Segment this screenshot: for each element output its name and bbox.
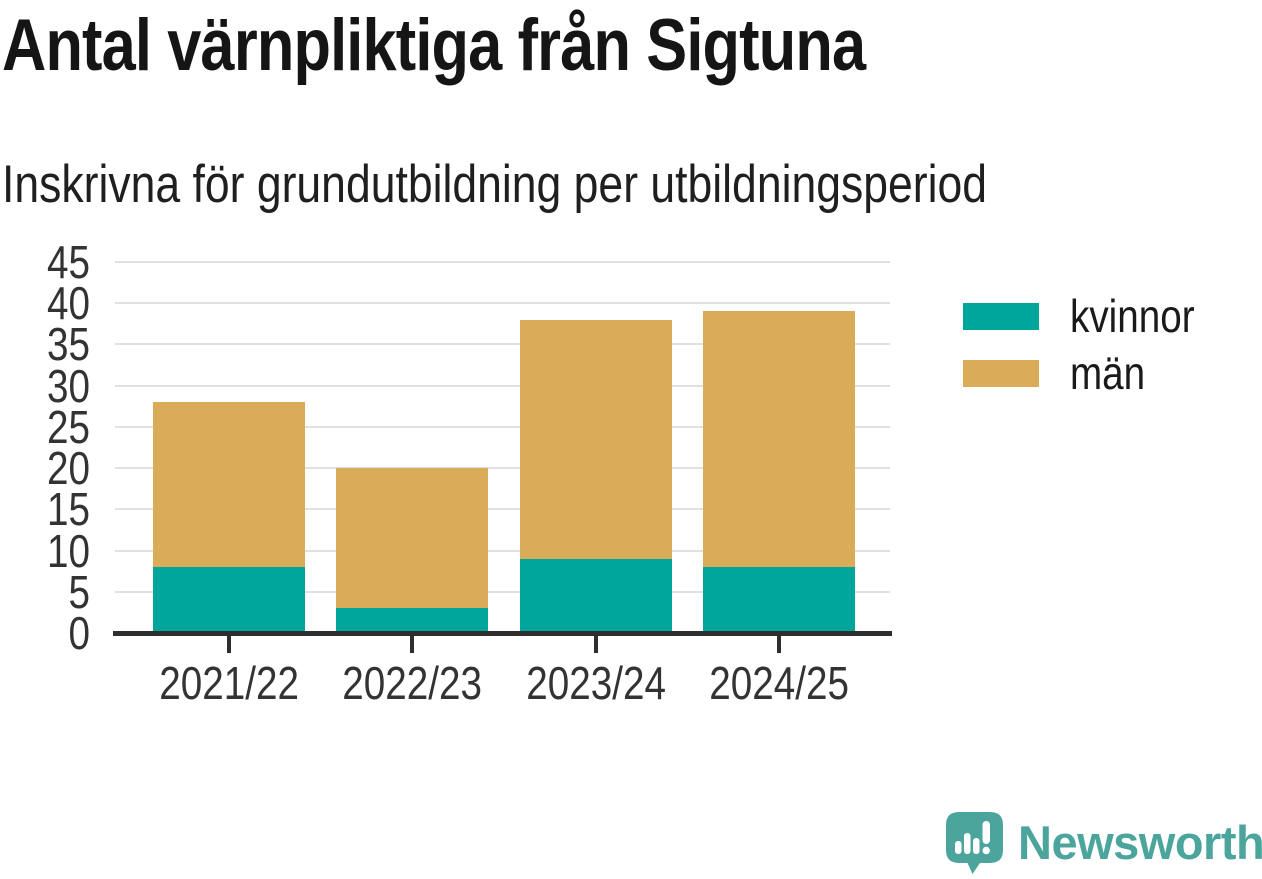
x-axis-label-2023/24: 2023/24 <box>504 660 688 706</box>
newsworthy-logo-icon <box>946 812 1003 874</box>
newsworthy-logo-text: Newsworthy <box>1018 816 1262 869</box>
y-axis-label-0: 0 <box>0 610 90 656</box>
legend-swatch-kvinnor <box>963 303 1039 330</box>
bar-segment-män-2023/24 <box>519 319 672 559</box>
legend-label-text: kvinnor <box>1070 290 1195 342</box>
x-axis-tick-2022/23 <box>410 636 415 653</box>
x-axis-label-2022/23: 2022/23 <box>320 660 504 706</box>
gridline-10 <box>115 549 890 552</box>
x-axis-tick-2021/22 <box>227 636 231 653</box>
x-axis-label-text: 2021/22 <box>159 657 299 709</box>
gridline-25 <box>115 425 890 428</box>
y-axis-label-5: 5 <box>0 569 90 615</box>
gridline-45 <box>115 261 890 263</box>
x-axis-tick-2023/24 <box>593 636 598 653</box>
y-axis-label-text: 35 <box>47 318 90 371</box>
legend-label-kvinnor: kvinnor <box>1070 293 1218 340</box>
y-axis-label-text: 40 <box>47 277 90 330</box>
x-axis-label-2021/22: 2021/22 <box>137 660 321 706</box>
y-axis-label-text: 30 <box>47 359 90 412</box>
y-axis-label-45: 45 <box>0 239 90 285</box>
chart-legend: kvinnor män <box>963 293 1218 407</box>
gridline-30 <box>115 384 890 387</box>
y-axis-label-text: 20 <box>47 442 90 495</box>
newsworthy-logo: Newsworthy <box>946 812 1262 874</box>
page-title-text: Antal värnpliktiga från Sigtuna <box>2 5 866 86</box>
y-axis-label-text: 0 <box>68 607 90 659</box>
y-axis-label-text: 10 <box>47 524 90 577</box>
page-title: Antal värnpliktiga från Sigtuna <box>2 4 1030 88</box>
gridline-40 <box>115 302 890 305</box>
bar-segment-kvinnor-2022/23 <box>336 608 489 633</box>
gridline-20 <box>115 467 890 470</box>
bar-segment-kvinnor-2024/25 <box>702 567 855 633</box>
y-axis-label-25: 25 <box>0 404 90 450</box>
bar-segment-män-2021/22 <box>153 402 305 568</box>
y-axis-label-text: 25 <box>47 400 90 453</box>
chart-subtitle: Inskrivna för grundutbildning per utbild… <box>2 155 1175 215</box>
y-axis-label-text: 45 <box>47 236 90 288</box>
gridline-15 <box>115 508 890 511</box>
legend-label-text: män <box>1070 347 1146 399</box>
legend-item-män: män <box>963 350 1218 397</box>
legend-label-män: män <box>1070 350 1159 397</box>
gridline-5 <box>115 590 890 593</box>
bar-segment-män-2022/23 <box>336 468 489 609</box>
x-axis-label-text: 2024/25 <box>709 657 849 709</box>
y-axis-label-40: 40 <box>0 280 90 326</box>
bar-segment-kvinnor-2023/24 <box>519 558 672 633</box>
y-axis-label-20: 20 <box>0 445 90 491</box>
x-axis-tick-2024/25 <box>776 636 781 653</box>
x-axis-label-text: 2023/24 <box>525 657 666 709</box>
bar-segment-kvinnor-2021/22 <box>153 567 305 633</box>
x-axis-label-text: 2022/23 <box>342 657 483 709</box>
gridline-35 <box>115 343 890 346</box>
y-axis-label-35: 35 <box>0 321 90 367</box>
chart-subtitle-text: Inskrivna för grundutbildning per utbild… <box>2 155 988 214</box>
x-axis-line <box>113 631 892 636</box>
legend-swatch-män <box>963 360 1039 387</box>
y-axis-label-text: 5 <box>68 565 90 618</box>
x-axis-label-2024/25: 2024/25 <box>687 660 871 706</box>
y-axis-label-text: 15 <box>47 483 90 536</box>
y-axis-label-15: 15 <box>0 486 90 532</box>
y-axis-label-30: 30 <box>0 363 90 409</box>
bar-segment-män-2024/25 <box>702 311 855 568</box>
legend-item-kvinnor: kvinnor <box>963 293 1218 340</box>
y-axis-label-10: 10 <box>0 528 90 574</box>
